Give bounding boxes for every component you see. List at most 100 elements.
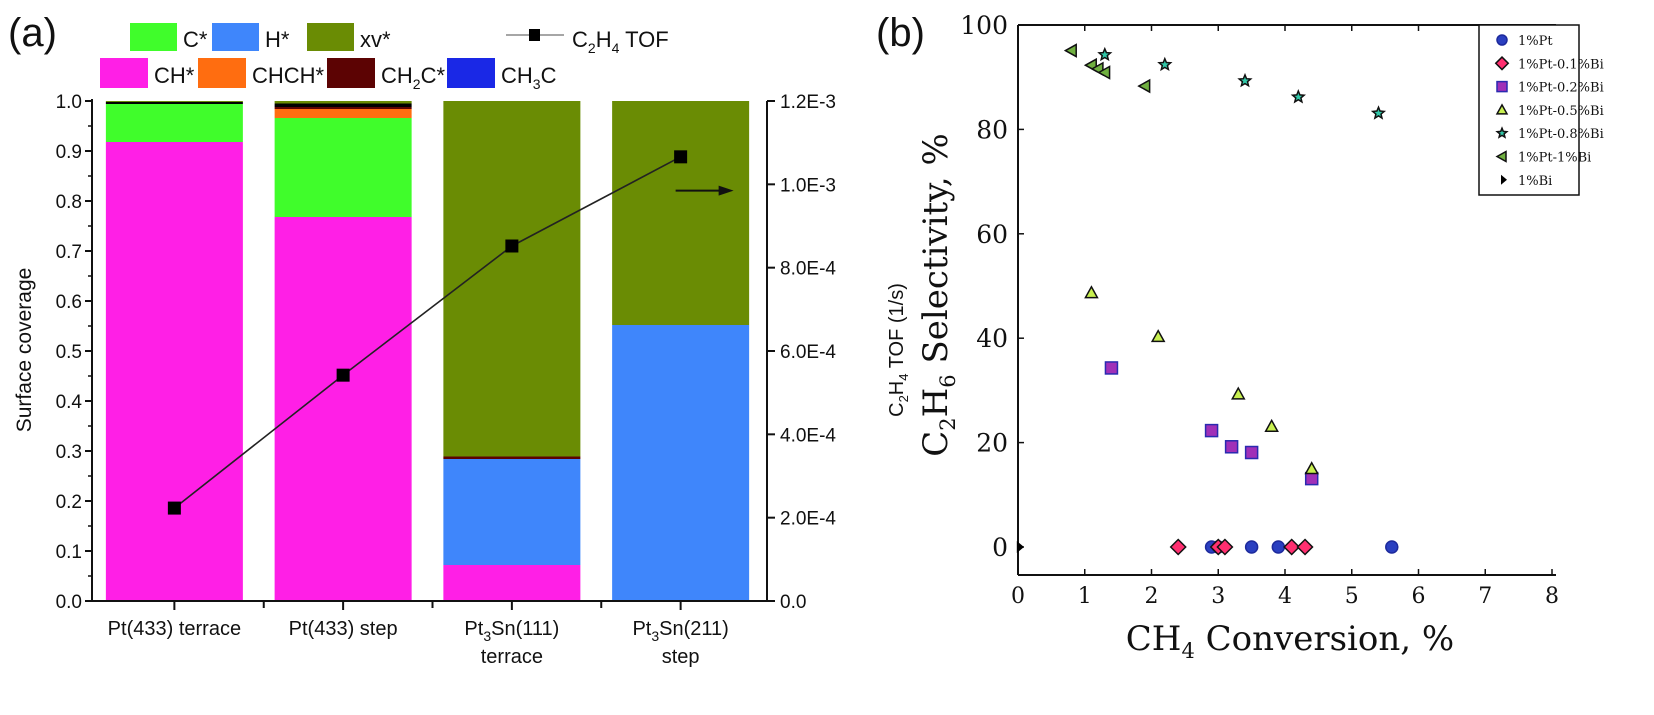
y-tick-label: 20 xyxy=(976,429,1008,458)
bar-segment-black-top-1 xyxy=(274,103,412,107)
y-tick-label: 0.6 xyxy=(56,292,82,313)
legend-label-xv: xv* xyxy=(360,27,391,52)
point-1-pt xyxy=(1271,540,1286,554)
point-1-pt-0-5-bi xyxy=(1150,329,1166,343)
x-tick-label-line2: step xyxy=(662,646,700,668)
y-tick-label: 100 xyxy=(960,11,1008,40)
legend-swatch-h xyxy=(212,23,259,51)
y2-tick-label: 0.0 xyxy=(780,592,806,613)
bar-segment-black-top-0 xyxy=(105,102,243,104)
legend-marker-1-pt-0-8-bi xyxy=(1495,126,1509,139)
y-tick-label: 40 xyxy=(976,324,1008,353)
panel-a-tof-line xyxy=(167,150,734,515)
legend-marker-1-bi xyxy=(1501,174,1507,185)
arrow-right-icon xyxy=(718,185,734,196)
bar-segment-c-1 xyxy=(274,118,412,217)
x-tick-label: 5 xyxy=(1345,584,1359,609)
legend-label-ch3c: CH3C xyxy=(501,63,557,92)
bar-segment-ch2c-2 xyxy=(443,456,581,459)
y-tick-label: 1.0 xyxy=(56,92,82,113)
legend-label-1-pt-0-5-bi: 1%Pt-0.5%Bi xyxy=(1518,104,1604,119)
legend-label-1-bi: 1%Bi xyxy=(1518,174,1552,189)
panel-b-x-axis-label: CH4 Conversion, % xyxy=(1126,619,1454,663)
bar-segment-h-3 xyxy=(612,325,750,601)
x-tick-label: Pt3Sn(211) xyxy=(632,618,728,644)
point-1-pt xyxy=(1244,540,1259,554)
y-tick-label: 0.0 xyxy=(56,592,82,613)
y2-tick-label: 1.0E-3 xyxy=(780,175,836,196)
legend-swatch-ch3c xyxy=(447,58,495,88)
y2-tick-label: 6.0E-4 xyxy=(780,342,836,363)
point-1-pt-0-8-bi xyxy=(1237,72,1253,88)
bar-segment-ch-2 xyxy=(443,565,581,601)
legend-swatch-ch2c xyxy=(327,58,375,88)
y-tick-label: 0 xyxy=(992,533,1008,562)
y-tick-label: 0.4 xyxy=(56,392,83,413)
legend-label-1-pt-0-8-bi: 1%Pt-0.8%Bi xyxy=(1518,127,1604,142)
legend-label-c: C* xyxy=(183,27,208,52)
point-1-pt-0-5-bi xyxy=(1084,285,1099,299)
panel-b-y-axis-label: C2H6 Selectivity, % xyxy=(916,133,960,457)
point-1-pt-0-2-bi xyxy=(1204,423,1219,438)
legend-marker-1-pt-0-5-bi xyxy=(1495,103,1509,115)
legend-marker-1-pt-0-1-bi xyxy=(1494,55,1510,71)
legend-swatch-c xyxy=(130,23,177,51)
legend-label-chch: CHCH* xyxy=(252,63,325,88)
legend-label-ch2c: CH2C* xyxy=(381,63,445,92)
point-1-pt-1-bi xyxy=(1097,65,1111,80)
panel-b-label: (b) xyxy=(876,11,925,55)
x-tick-label: 2 xyxy=(1145,584,1159,609)
point-1-pt-0-1-bi xyxy=(1169,538,1187,556)
point-1-pt-0-1-bi xyxy=(1296,538,1314,556)
x-tick-label: 8 xyxy=(1545,584,1559,609)
point-1-pt-0-8-bi xyxy=(1370,105,1387,120)
panel-a-label: (a) xyxy=(8,11,57,55)
y-tick-label: 0.2 xyxy=(56,492,82,513)
point-1-pt-0-2-bi xyxy=(1224,440,1239,454)
tof-marker xyxy=(336,368,350,382)
bar-segment-ch-1 xyxy=(274,217,412,601)
x-tick-label: 3 xyxy=(1211,584,1225,609)
bar-segment-xv-1 xyxy=(274,101,412,104)
x-tick-label: 0 xyxy=(1011,584,1025,609)
tof-line-segment xyxy=(342,245,513,376)
bar-segment-ch-0 xyxy=(105,142,243,601)
point-1-pt-0-2-bi xyxy=(1104,361,1119,375)
bar-segment-xv-2 xyxy=(443,101,581,457)
point-1-pt-1-bi xyxy=(1137,78,1151,94)
panel-a-y-axis-label: Surface coverage xyxy=(13,268,36,433)
y-tick-label: 0.7 xyxy=(56,242,82,263)
legend-marker-tof xyxy=(529,29,540,41)
bar-segment-ch2c-1 xyxy=(274,107,412,109)
point-1-pt xyxy=(1385,540,1399,554)
legend-label-1-pt-0-2-bi: 1%Pt-0.2%Bi xyxy=(1518,81,1604,96)
bar-segment-chch-1 xyxy=(274,109,412,118)
point-1-pt-0-8-bi xyxy=(1157,56,1173,72)
legend-swatch-chch xyxy=(198,58,246,88)
legend-marker-1-pt xyxy=(1496,34,1508,46)
tof-marker xyxy=(505,239,519,253)
y2-tick-label: 4.0E-4 xyxy=(780,425,836,446)
x-tick-label: Pt(433) step xyxy=(289,618,398,640)
y-tick-label: 0.1 xyxy=(56,542,82,563)
point-1-pt-0-5-bi xyxy=(1304,461,1319,475)
point-1-pt-0-8-bi xyxy=(1097,46,1113,62)
bar-segment-xv-3 xyxy=(612,101,750,325)
panel-a-y2-axis-label: C2H4 TOF (1/s) xyxy=(886,283,911,417)
x-tick-label: Pt(433) terrace xyxy=(108,618,241,640)
x-tick-label: 4 xyxy=(1278,584,1292,609)
bar-segment-c-0 xyxy=(105,104,243,142)
panel-b-points xyxy=(1016,43,1399,556)
tof-marker xyxy=(167,501,181,515)
x-tick-label: 6 xyxy=(1412,584,1426,609)
point-1-bi xyxy=(1016,541,1024,553)
y-tick-label: 80 xyxy=(976,115,1008,144)
legend-marker-1-pt-1-bi xyxy=(1495,150,1507,163)
x-tick-label-line2: terrace xyxy=(481,646,543,668)
x-tick-label: Pt3Sn(111) xyxy=(464,618,559,644)
point-1-pt-0-1-bi xyxy=(1283,538,1301,556)
point-1-pt-0-1-bi xyxy=(1216,538,1234,556)
legend-label-1-pt-0-1-bi: 1%Pt-0.1%Bi xyxy=(1518,57,1604,72)
y-tick-label: 60 xyxy=(976,220,1008,249)
